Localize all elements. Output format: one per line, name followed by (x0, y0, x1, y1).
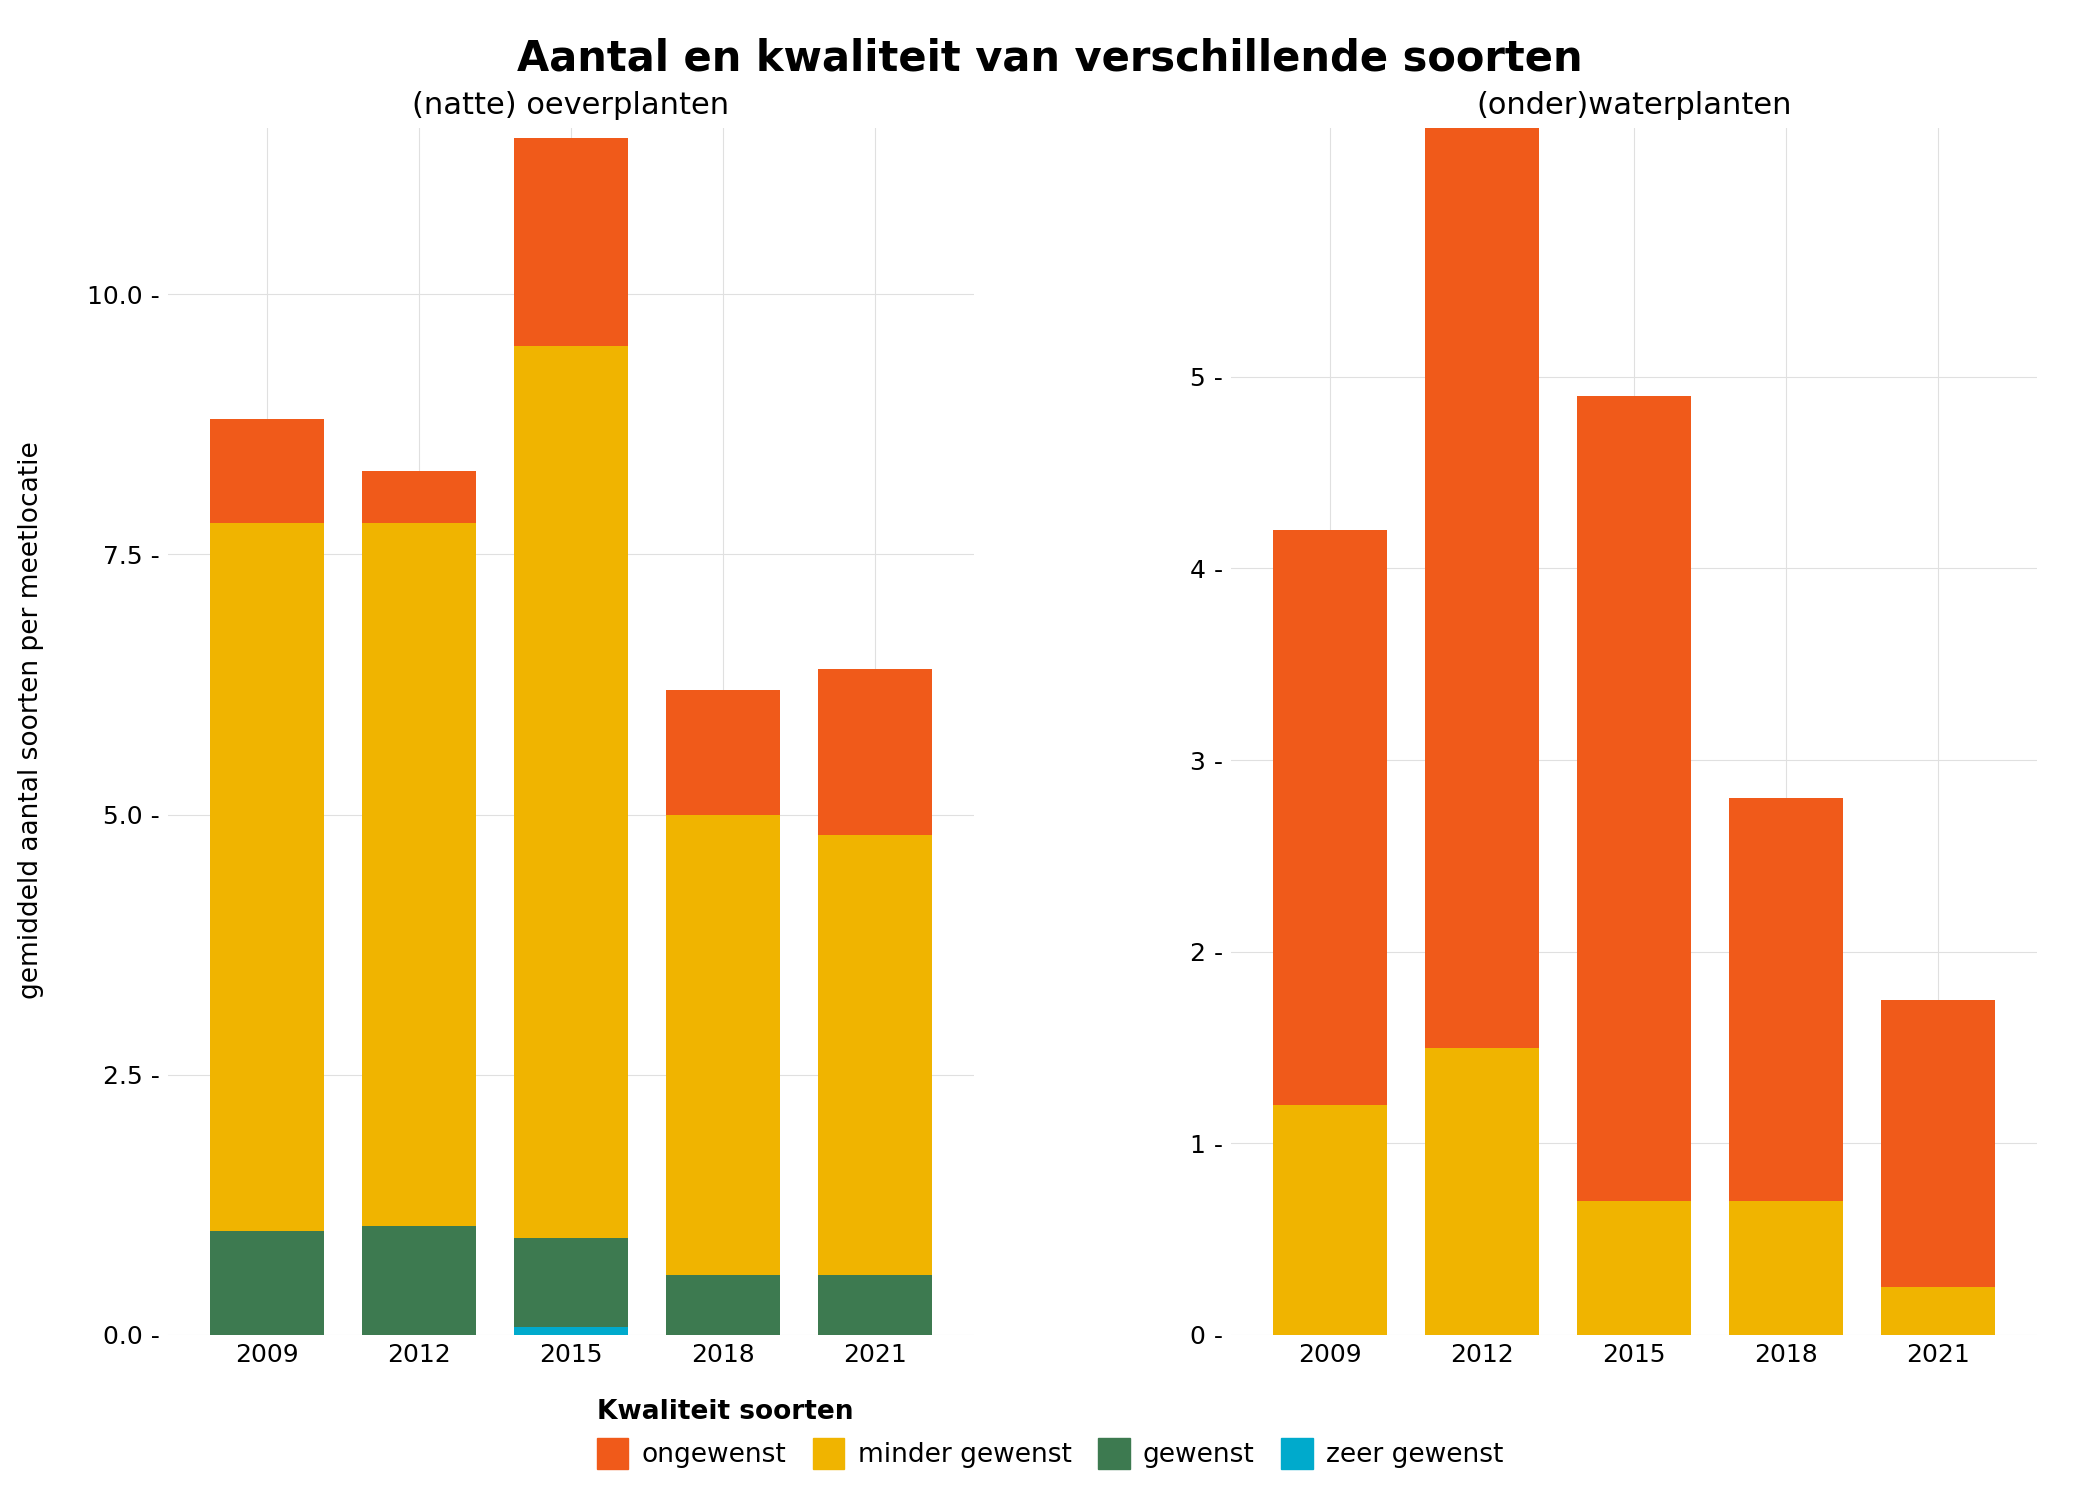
Title: (onder)waterplanten: (onder)waterplanten (1476, 90, 1791, 120)
Bar (817, 669, 932, 836)
Bar (666, 815, 779, 1275)
Bar (1577, 1202, 1690, 1335)
Bar (1882, 999, 1995, 1287)
Bar (666, 690, 779, 814)
Bar (1577, 396, 1690, 1202)
Bar (1426, 1047, 1539, 1335)
Bar (514, 138, 628, 346)
Bar (1728, 1202, 1844, 1335)
Bar (666, 1275, 779, 1335)
Bar (1728, 798, 1844, 1202)
Bar (361, 1226, 477, 1335)
Bar (1426, 128, 1539, 1047)
Legend: ongewenst, minder gewenst, gewenst, zeer gewenst: ongewenst, minder gewenst, gewenst, zeer… (586, 1389, 1514, 1479)
Text: Aantal en kwaliteit van verschillende soorten: Aantal en kwaliteit van verschillende so… (517, 38, 1583, 80)
Bar (1273, 1106, 1388, 1335)
Bar (514, 1238, 628, 1326)
Bar (210, 524, 323, 1232)
Bar (817, 1275, 932, 1335)
Bar (210, 419, 323, 524)
Bar (210, 1232, 323, 1335)
Bar (361, 471, 477, 524)
Bar (514, 346, 628, 1238)
Bar (1882, 1287, 1995, 1335)
Title: (natte) oeverplanten: (natte) oeverplanten (412, 90, 729, 120)
Bar (361, 524, 477, 1226)
Bar (817, 836, 932, 1275)
Text: gemiddeld aantal soorten per meetlocatie: gemiddeld aantal soorten per meetlocatie (19, 441, 44, 999)
Bar (1273, 530, 1388, 1106)
Bar (514, 1326, 628, 1335)
